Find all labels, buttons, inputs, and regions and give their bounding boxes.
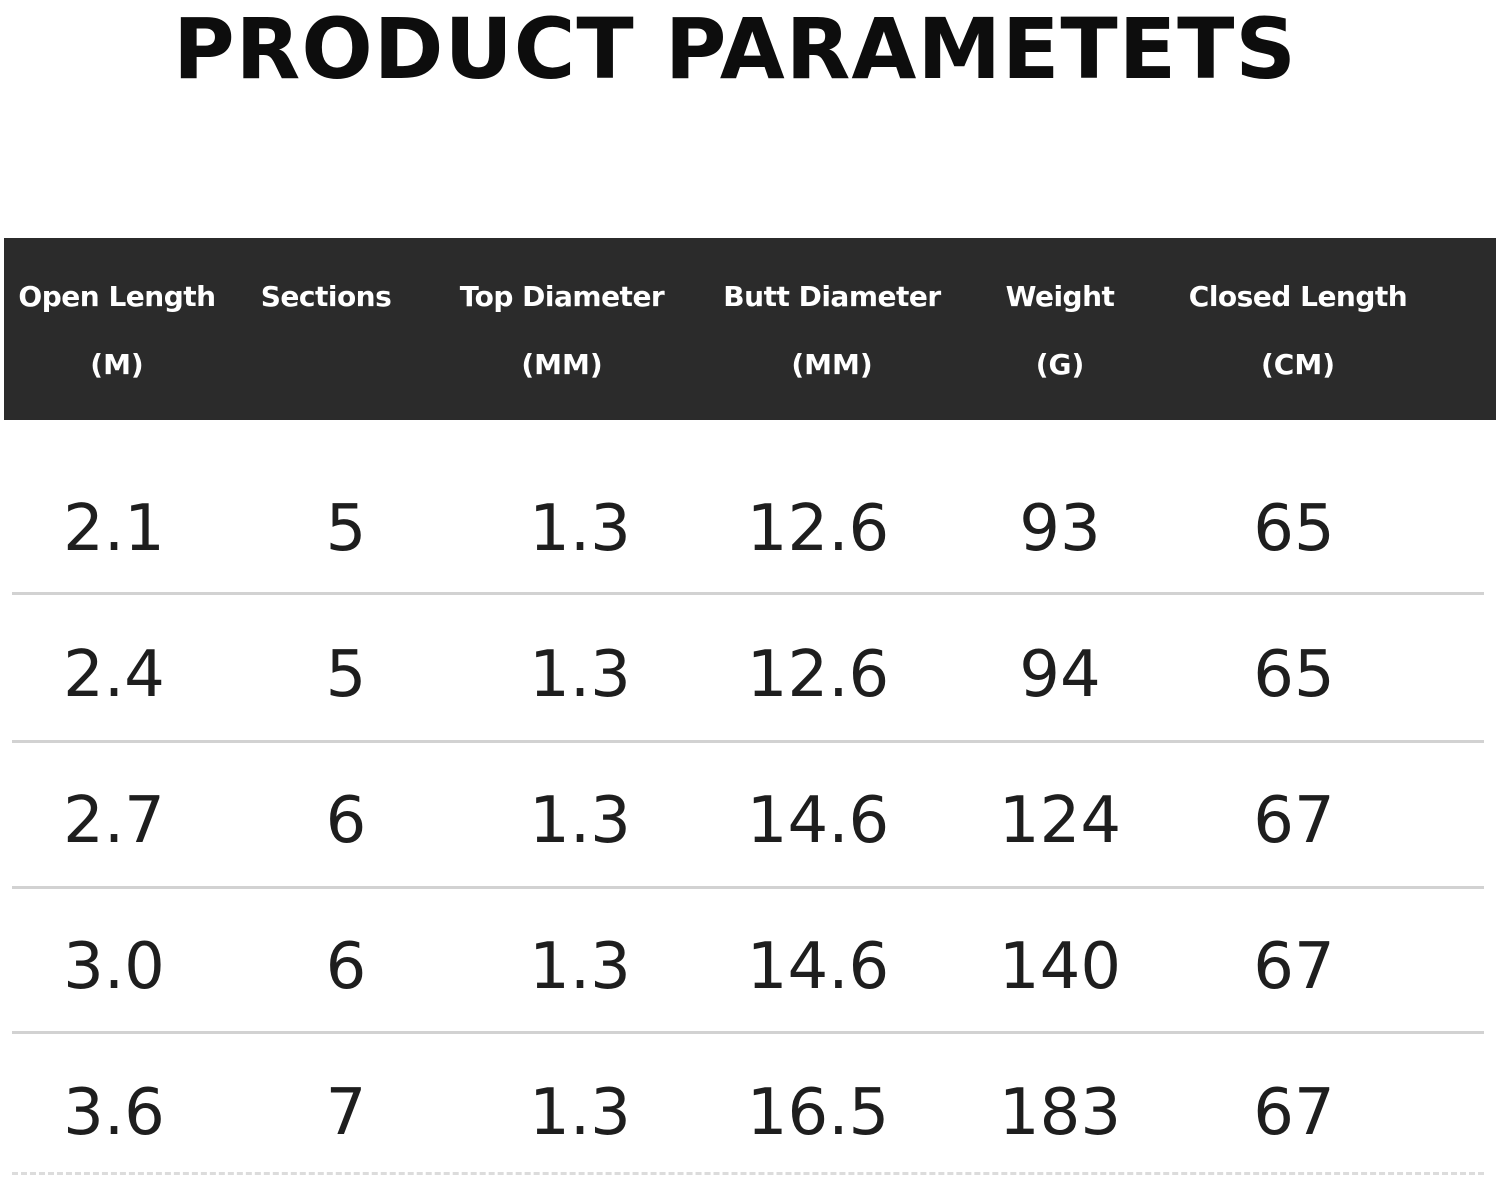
cell-butt-diameter: 14.6 [746,930,890,1004]
cell-open-length: 2.1 [63,492,165,566]
cell-butt-diameter: 12.6 [746,492,890,566]
cell-closed-length: 67 [1253,784,1335,858]
header-top-diameter: Top Diameter (MM) [440,238,684,420]
header-label: Butt Diameter [723,280,941,313]
cell-top-diameter: 1.3 [529,784,631,858]
cell-closed-length: 67 [1253,930,1335,1004]
cell-top-diameter: 1.3 [529,930,631,1004]
cell-open-length: 2.7 [63,784,165,858]
cell-sections: 7 [325,1076,367,1150]
table-row: 3.0 6 1.3 14.6 140 67 [0,894,1500,1040]
table-row: 2.1 5 1.3 12.6 93 65 [0,456,1500,602]
cell-weight: 124 [998,784,1122,858]
cell-weight: 94 [1019,638,1101,712]
table-row: 2.7 6 1.3 14.6 124 67 [0,748,1500,894]
header-unit: (MM) [791,348,873,381]
cell-sections: 6 [325,930,367,1004]
row-divider [12,1172,1484,1175]
header-label: Open Length [18,280,216,313]
header-unit: (CM) [1260,348,1335,381]
cell-sections: 5 [325,638,367,712]
header-sections: Sections [240,238,412,420]
cell-closed-length: 65 [1253,638,1335,712]
header-butt-diameter: Butt Diameter (MM) [704,238,960,420]
header-unit: (M) [90,348,144,381]
cell-closed-length: 67 [1253,1076,1335,1150]
cell-sections: 5 [325,492,367,566]
table-row: 3.6 7 1.3 16.5 183 67 [0,1040,1500,1186]
cell-weight: 140 [998,930,1122,1004]
cell-weight: 183 [998,1076,1122,1150]
header-label: Sections [260,280,392,313]
header-closed-length: Closed Length (CM) [1172,238,1424,420]
cell-butt-diameter: 16.5 [746,1076,890,1150]
header-unit: (MM) [521,348,603,381]
cell-butt-diameter: 12.6 [746,638,890,712]
table-row: 2.4 5 1.3 12.6 94 65 [0,602,1500,748]
cell-top-diameter: 1.3 [529,638,631,712]
row-divider [12,1031,1484,1034]
cell-weight: 93 [1019,492,1101,566]
cell-top-diameter: 1.3 [529,492,631,566]
cell-open-length: 3.0 [63,930,165,1004]
row-divider [12,740,1484,743]
header-label: Weight [1005,280,1115,313]
header-unit: (G) [1035,348,1085,381]
cell-open-length: 3.6 [63,1076,165,1150]
cell-sections: 6 [325,784,367,858]
row-divider [12,886,1484,889]
cell-open-length: 2.4 [63,638,165,712]
header-weight: Weight (G) [980,238,1140,420]
row-divider [12,592,1484,595]
table-header: Open Length (M) Sections Top Diameter (M… [4,238,1496,420]
header-open-length: Open Length (M) [4,238,230,420]
cell-butt-diameter: 14.6 [746,784,890,858]
header-label: Closed Length [1188,280,1408,313]
cell-closed-length: 65 [1253,492,1335,566]
header-label: Top Diameter [459,280,665,313]
cell-top-diameter: 1.3 [529,1076,631,1150]
page-title: PRODUCT PARAMETETS [173,0,1297,98]
